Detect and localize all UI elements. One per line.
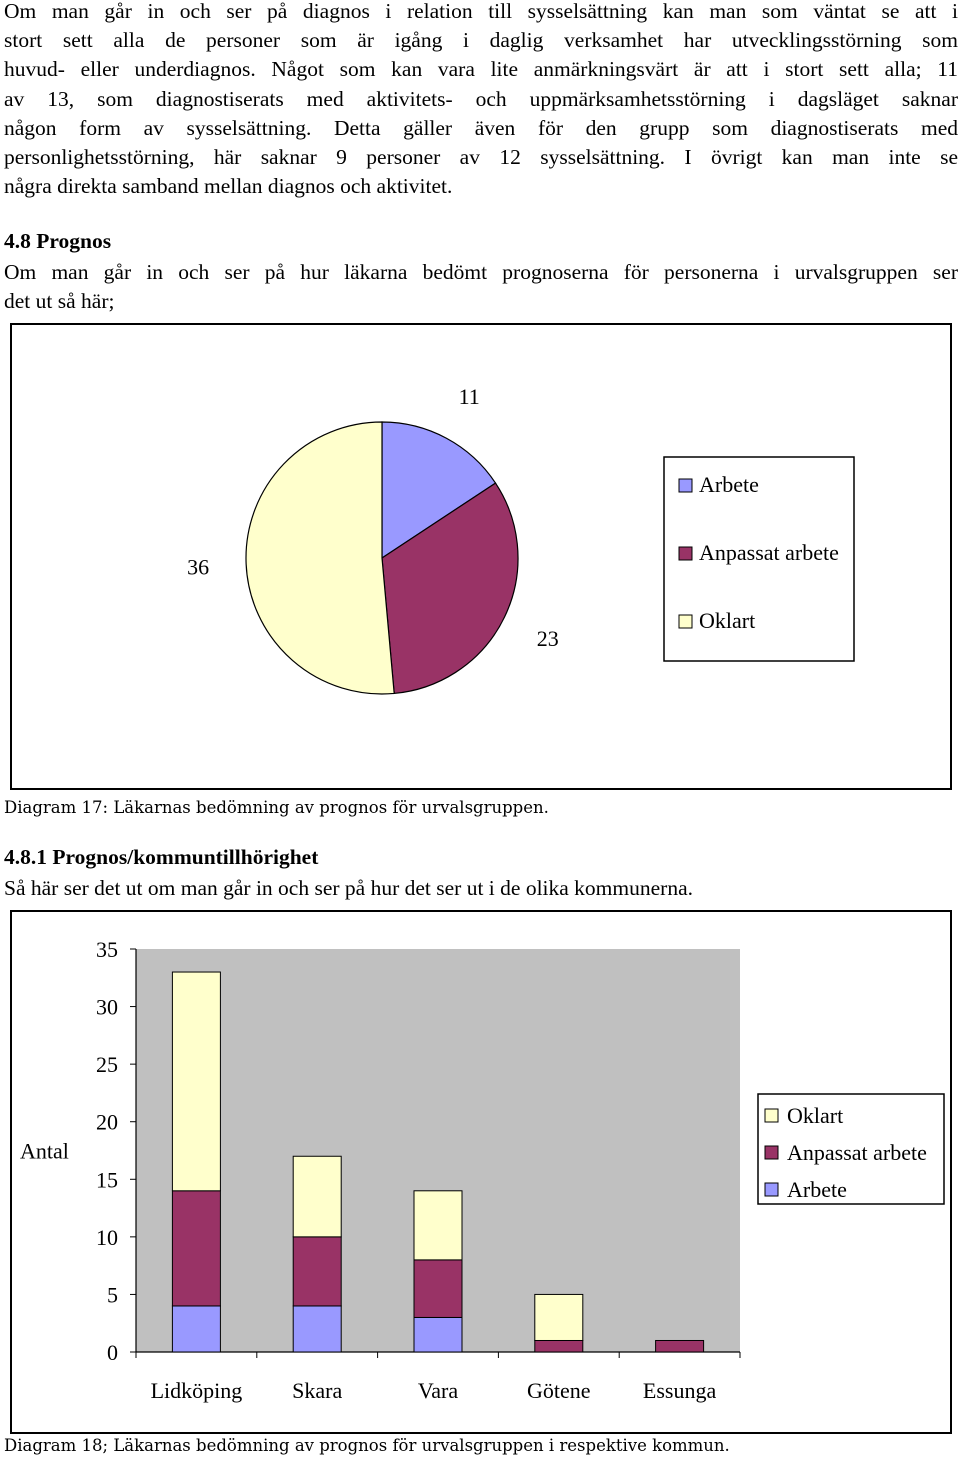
y-tick-label: 10 bbox=[96, 1225, 118, 1250]
section-heading-prognos: 4.8 Prognos bbox=[4, 229, 112, 253]
bar-segment-oklart bbox=[292, 1155, 342, 1238]
caption-diagram-17: Diagram 17: Läkarnas bedömning av progno… bbox=[4, 798, 549, 817]
bar-segment-arbete bbox=[171, 1305, 221, 1353]
x-tick-label: Vara bbox=[418, 1378, 459, 1403]
legend-label-anpassat-arbete: Anpassat arbete bbox=[699, 540, 839, 565]
intro-line: av 13, som diagnostiserats med aktivitet… bbox=[4, 86, 958, 111]
bar-legend-label-oklart: Oklart bbox=[787, 1103, 843, 1128]
bar-legend-swatch-anpassat-arbete bbox=[764, 1145, 779, 1160]
bar-legend-label-anpassat-arbete: Anpassat arbete bbox=[787, 1140, 927, 1165]
x-tick-label: Skara bbox=[292, 1378, 342, 1403]
section-48-paragraph: Om man går in och ser på hur läkarna bed… bbox=[4, 258, 958, 316]
y-tick-label: 35 bbox=[96, 937, 118, 962]
pie-data-label: 36 bbox=[187, 554, 209, 579]
intro-line: stort sett alla de personer som är igång… bbox=[4, 28, 958, 53]
intro-line: någon form av sysselsättning. Detta gäll… bbox=[4, 115, 958, 140]
bar-segment-anpassat-arbete bbox=[413, 1259, 463, 1318]
bar-segment-anpassat-arbete bbox=[534, 1339, 584, 1353]
legend-label-arbete: Arbete bbox=[699, 472, 759, 497]
intro-line: huvud- eller underdiagnos. Något som kan… bbox=[4, 57, 958, 82]
section-481-line: Så här ser det ut om man går in och ser … bbox=[4, 876, 693, 900]
legend-label-oklart: Oklart bbox=[699, 608, 755, 633]
bar-segment-oklart bbox=[171, 971, 221, 1192]
y-tick-label: 15 bbox=[96, 1167, 118, 1192]
legend-swatch-anpassat-arbete bbox=[678, 546, 693, 561]
x-tick-label: Essunga bbox=[643, 1378, 717, 1403]
bar-legend-swatch-oklart bbox=[764, 1108, 779, 1123]
bar-legend bbox=[757, 1093, 945, 1205]
legend-swatch-arbete bbox=[678, 478, 693, 493]
intro-line: Om man går in och ser på diagnos i relat… bbox=[4, 0, 958, 23]
pie-slice-anpassat-arbete bbox=[381, 482, 519, 695]
pie-chart-frame: 11 23 36 Arbete Anpassat arbete Oklart bbox=[10, 323, 952, 790]
y-tick-label: 25 bbox=[96, 1052, 118, 1077]
pie-chart: 11 23 36 Arbete Anpassat arbete Oklart bbox=[187, 384, 855, 695]
bar-segment-arbete bbox=[413, 1316, 463, 1353]
section-48-line: Om man går in och ser på hur läkarna bed… bbox=[4, 260, 958, 284]
legend-swatch-oklart bbox=[678, 614, 693, 629]
bar-segment-anpassat-arbete bbox=[171, 1190, 221, 1307]
intro-line: personlighetsstörning, här saknar 9 pers… bbox=[4, 145, 958, 170]
intro-line: några direkta samband mellan diagnos och… bbox=[4, 174, 453, 199]
y-axis-label: Antal bbox=[20, 1139, 69, 1164]
pie-legend bbox=[663, 456, 855, 662]
pie-data-label: 23 bbox=[537, 626, 559, 651]
x-tick-label: Lidköping bbox=[151, 1378, 243, 1403]
bar-segment-anpassat-arbete bbox=[292, 1236, 342, 1307]
bar-chart-frame: 0 5 10 15 20 25 30 35 Antal Lidköping Skara Vara Göt… bbox=[10, 910, 952, 1434]
bar-legend-swatch-arbete bbox=[764, 1182, 779, 1197]
bar-segment-arbete bbox=[292, 1305, 342, 1353]
bar-segment-oklart bbox=[413, 1190, 463, 1261]
section-481-paragraph: Så här ser det ut om man går in och ser … bbox=[4, 874, 958, 903]
y-tick-label: 30 bbox=[96, 995, 118, 1020]
bar-segment-anpassat-arbete bbox=[655, 1339, 705, 1353]
pie-slice-oklart bbox=[245, 421, 395, 695]
x-tick-label: Götene bbox=[527, 1378, 591, 1403]
section-48-line: det ut så här; bbox=[4, 289, 115, 314]
y-tick-label: 0 bbox=[107, 1340, 118, 1365]
bar-segment-oklart bbox=[534, 1293, 584, 1341]
intro-paragraph: Om man går in och ser på diagnos i relat… bbox=[4, 0, 958, 201]
pie-slice-arbete bbox=[381, 421, 497, 560]
bar-legend-label-arbete: Arbete bbox=[787, 1177, 847, 1202]
y-tick-label: 20 bbox=[96, 1110, 118, 1135]
y-tick-label: 5 bbox=[107, 1282, 118, 1307]
stacked-bar-chart: 0 5 10 15 20 25 30 35 Antal Lidköping Skara Vara Göt… bbox=[20, 937, 945, 1403]
caption-diagram-18: Diagram 18; Läkarnas bedömning av progno… bbox=[4, 1436, 730, 1455]
pie-data-label: 11 bbox=[459, 384, 480, 409]
section-heading-prognos-kommun: 4.8.1 Prognos/kommuntillhörighet bbox=[4, 845, 319, 869]
